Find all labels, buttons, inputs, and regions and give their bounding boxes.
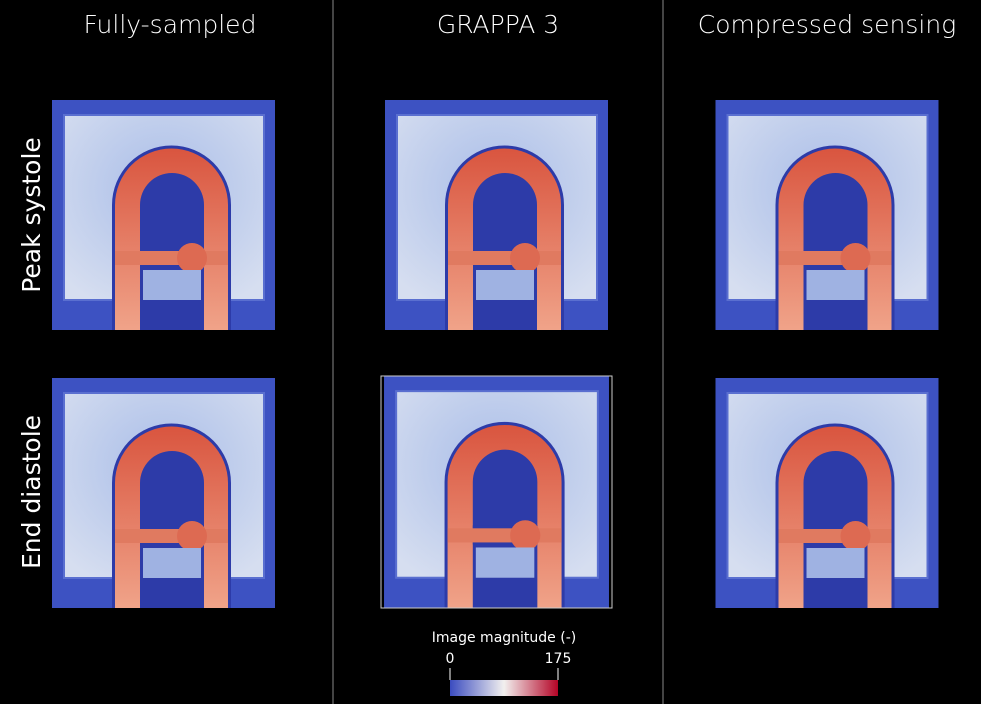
image: [52, 378, 275, 608]
colorbar: [450, 680, 558, 696]
colorbar-title: Image magnitude (-): [432, 630, 576, 646]
image: [716, 378, 939, 608]
image: [384, 376, 609, 608]
column-title: GRAPPA 3: [437, 10, 559, 39]
colorbar-tick-label: 175: [545, 651, 572, 667]
image: [716, 100, 939, 330]
column-title: Fully-sampled: [84, 10, 257, 39]
colorbar-tick-label: 0: [446, 651, 455, 667]
image: [52, 100, 275, 330]
figure: Fully-sampled GRAPPA 3 Compressed sensin…: [0, 0, 981, 704]
row-label: Peak systole: [17, 137, 46, 293]
column-title: Compressed sensing: [698, 10, 956, 39]
image: [385, 100, 608, 330]
row-label: End diastole: [17, 415, 46, 569]
